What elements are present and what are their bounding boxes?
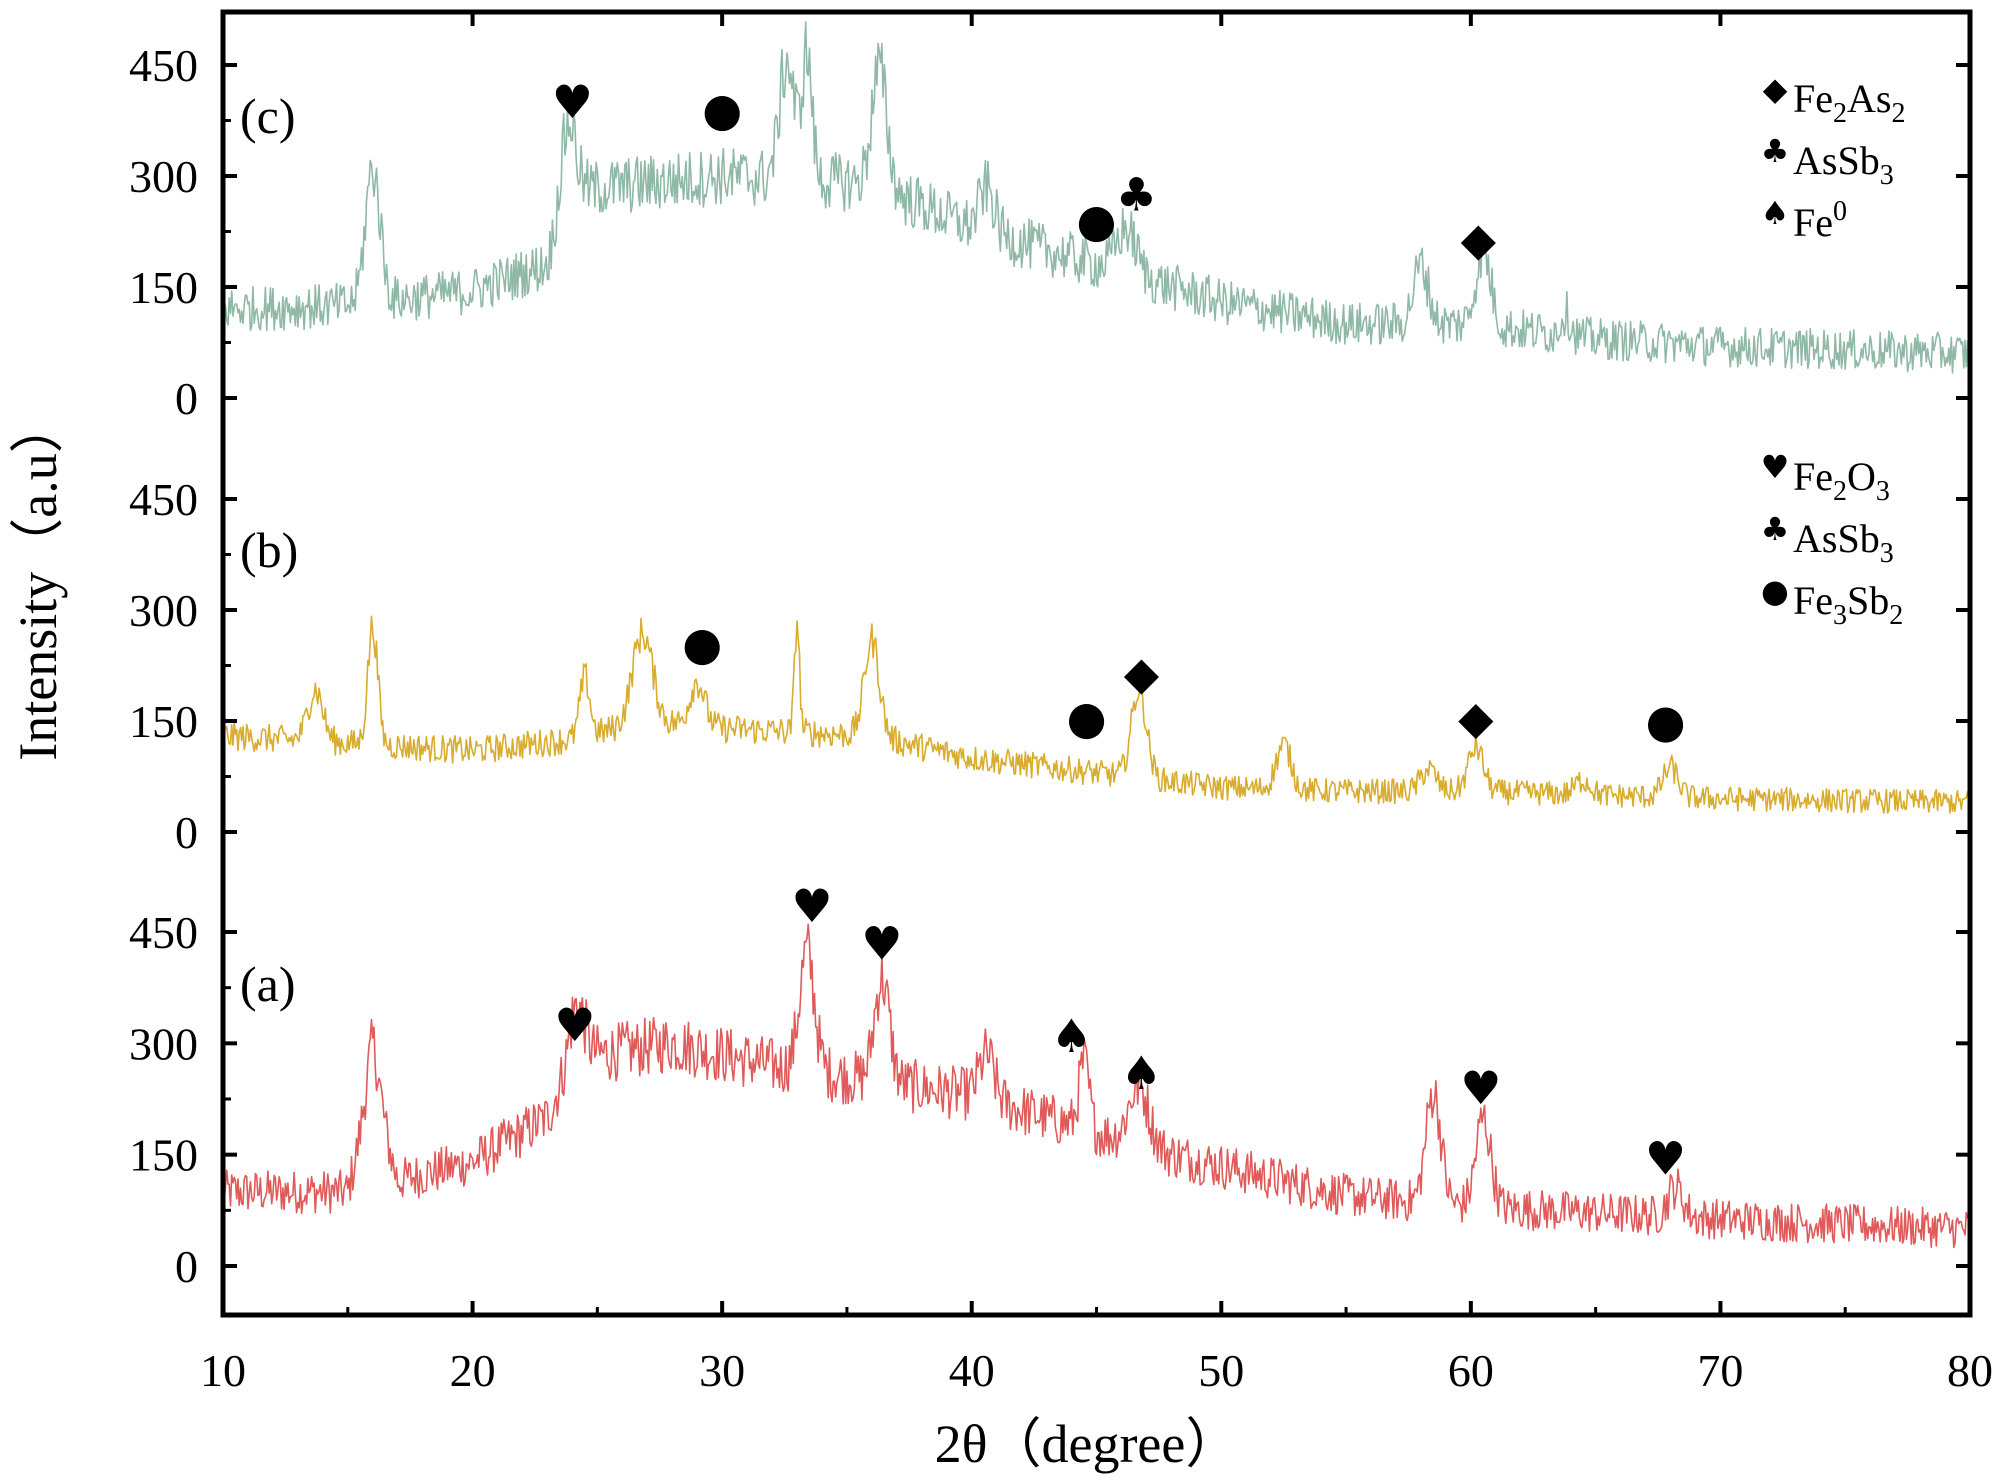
legend-symbol-club: ♣ bbox=[1761, 132, 1790, 170]
peak-marker-circle: ● bbox=[702, 83, 742, 137]
x-tick-label: 70 bbox=[1697, 1345, 1743, 1396]
y-axis-title: Intensity（a.u） bbox=[8, 399, 68, 760]
legend-symbol-circle: ● bbox=[1761, 572, 1789, 610]
peak-marker-club: ♣ bbox=[1116, 168, 1157, 222]
legend-label: Fe2O3 bbox=[1793, 454, 1890, 507]
legend-symbol-heart: ♥ bbox=[1761, 448, 1790, 486]
y-tick-label: 0 bbox=[175, 1241, 198, 1292]
peak-marker-spade: ♠ bbox=[1051, 1009, 1092, 1063]
peak-marker-spade: ♠ bbox=[1121, 1046, 1162, 1100]
panel-label-b: (b) bbox=[240, 522, 298, 578]
legend-label: AsSb3 bbox=[1793, 516, 1894, 569]
peak-marker-diamond: ◆ bbox=[1461, 212, 1497, 266]
plot-area: (a)♥♥♥♠♠ ♥♥(b)●●◆◆ ●(c) ♥ ●● ♣◆ bbox=[222, 21, 1971, 1249]
x-tick-label: 50 bbox=[1198, 1345, 1244, 1396]
peak-marker-diamond: ◆ bbox=[1124, 646, 1160, 700]
y-tick-label: 150 bbox=[129, 262, 198, 313]
y-tick-label: 300 bbox=[129, 151, 198, 202]
y-tick-label: 0 bbox=[175, 373, 198, 424]
y-tick-label: 150 bbox=[129, 1130, 198, 1181]
peak-marker-heart: ♥ bbox=[791, 879, 832, 933]
x-tick-label: 40 bbox=[949, 1345, 995, 1396]
peak-marker-heart: ♥ bbox=[1645, 1132, 1686, 1186]
y-tick-label: 0 bbox=[175, 807, 198, 858]
peak-marker-heart: ♥ bbox=[1460, 1061, 1501, 1115]
peak-marker-circle: ● bbox=[1645, 694, 1685, 748]
legend: ◆ Fe2As2♣ AsSb3♠ Fe0♥ Fe2O3♣ AsSb3● Fe3Sb2 bbox=[1761, 70, 1906, 631]
y-tick-label: 150 bbox=[129, 696, 198, 747]
peak-marker-heart: ♥ bbox=[861, 916, 902, 970]
panel-label-c: (c) bbox=[240, 88, 296, 144]
peak-marker-circle: ● bbox=[1076, 194, 1116, 248]
peak-marker-heart: ♥ bbox=[554, 998, 595, 1052]
panel-c: (c) ♥ ●● ♣◆ bbox=[222, 21, 1971, 374]
y-tick-label: 450 bbox=[129, 907, 198, 958]
axes: 10 20 30 40 50 60 70 80 0 150 300 450 0 150 300 450 0 150… bbox=[129, 12, 1993, 1396]
y-tick-label: 450 bbox=[129, 474, 198, 525]
legend-label: Fe3Sb2 bbox=[1793, 578, 1903, 631]
legend-group-top-right: ◆ Fe2As2♣ AsSb3♠ Fe0 bbox=[1761, 70, 1906, 245]
panel-label-a: (a) bbox=[240, 956, 296, 1012]
xrd-series-b bbox=[222, 615, 1971, 814]
legend-symbol-club: ♣ bbox=[1761, 510, 1790, 548]
legend-symbol-spade: ♠ bbox=[1761, 194, 1790, 232]
panel-a: (a) ♥ ♥ ♥ ♠ ♠ ♥ ♥ bbox=[222, 879, 1971, 1249]
legend-symbol-diamond: ◆ bbox=[1763, 70, 1788, 108]
legend-label: AsSb3 bbox=[1793, 138, 1894, 191]
y-tick-label: 300 bbox=[129, 1018, 198, 1069]
y-tick-label: 300 bbox=[129, 585, 198, 636]
peak-marker-circle: ● bbox=[682, 617, 722, 671]
legend-label: Fe2As2 bbox=[1793, 76, 1905, 129]
x-tick-label: 10 bbox=[200, 1345, 246, 1396]
x-tick-label: 60 bbox=[1448, 1345, 1494, 1396]
x-axis-title: 2θ（degree） bbox=[935, 1414, 1240, 1474]
peak-marker-heart: ♥ bbox=[552, 75, 593, 129]
legend-group-middle-right: ♥ Fe2O3♣ AsSb3● Fe3Sb2 bbox=[1761, 448, 1904, 631]
x-tick-label: 30 bbox=[699, 1345, 745, 1396]
xrd-series-c bbox=[222, 21, 1971, 374]
peak-marker-diamond: ◆ bbox=[1458, 691, 1494, 745]
y-tick-label: 450 bbox=[129, 40, 198, 91]
x-tick-label: 20 bbox=[450, 1345, 496, 1396]
x-tick-label: 80 bbox=[1947, 1345, 1993, 1396]
xrd-series-a bbox=[222, 923, 1971, 1249]
legend-label: Fe0 bbox=[1793, 196, 1847, 245]
peak-marker-circle: ● bbox=[1066, 691, 1106, 745]
panel-b: (b) ● ● ◆ ◆ ● bbox=[222, 522, 1971, 814]
